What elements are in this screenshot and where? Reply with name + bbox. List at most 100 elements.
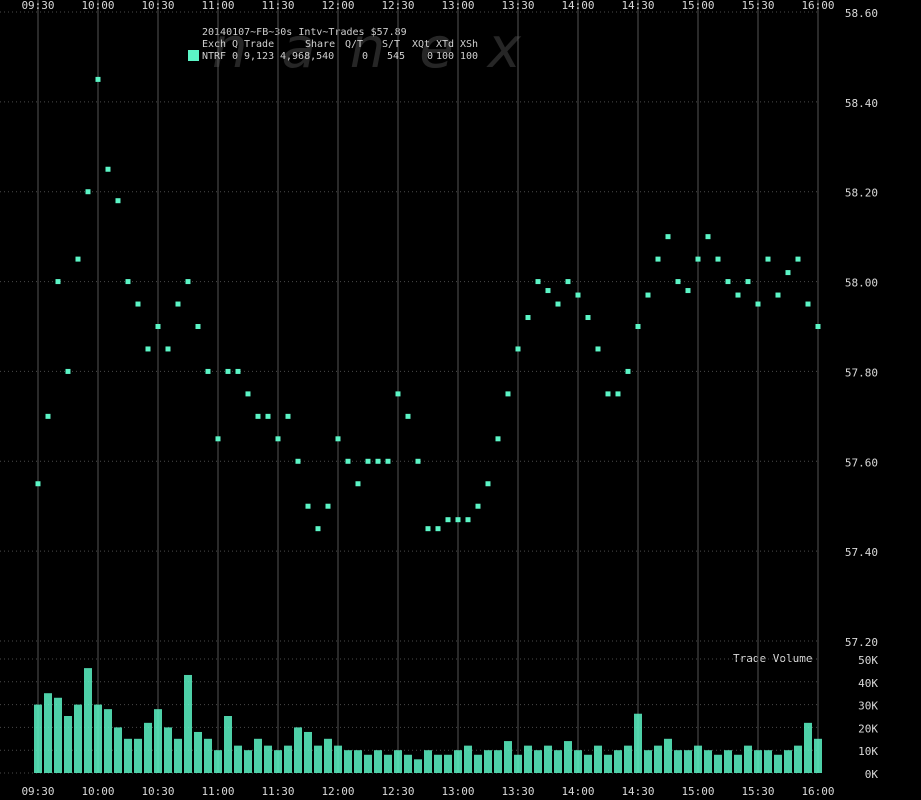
trade-point — [175, 301, 181, 307]
volume-bar — [154, 709, 162, 773]
volume-bar — [464, 745, 472, 773]
x-tick-label: 10:30 — [141, 785, 174, 798]
x-tick-label: 10:00 — [81, 0, 114, 12]
trade-point — [585, 315, 591, 321]
volume-bar — [344, 750, 352, 773]
volume-bar — [504, 741, 512, 773]
legend-column: S/T — [382, 39, 400, 50]
volume-bar — [814, 738, 822, 773]
x-tick-label: 09:30 — [21, 0, 54, 12]
trade-point — [105, 166, 111, 172]
trade-point — [145, 346, 151, 352]
trade-point — [405, 413, 411, 419]
trade-point — [335, 436, 341, 442]
trade-point — [295, 458, 301, 464]
legend-column: Q — [232, 39, 238, 50]
volume-bar — [744, 745, 752, 773]
trade-point — [255, 413, 261, 419]
trade-point — [345, 458, 351, 464]
volume-bar — [614, 750, 622, 773]
trade-point — [245, 391, 251, 397]
y-tick-label: 58.00 — [845, 277, 878, 290]
x-tick-label: 13:00 — [441, 785, 474, 798]
legend-value: 100 — [460, 51, 478, 62]
volume-bar — [684, 750, 692, 773]
legend-column: Trade — [244, 39, 274, 50]
volume-bar — [424, 750, 432, 773]
volume-bar — [714, 754, 722, 773]
trade-point — [435, 526, 441, 532]
volume-bar — [94, 704, 102, 773]
trade-point — [115, 198, 121, 204]
trade-point — [715, 256, 721, 262]
trade-point — [235, 368, 241, 374]
volume-bar — [214, 750, 222, 773]
trade-point — [665, 234, 671, 240]
trade-point — [615, 391, 621, 397]
volume-bar — [354, 750, 362, 773]
chart-title: 20140107~FB~30s Intv~Trades $57.89 — [202, 27, 407, 38]
volume-bar — [114, 727, 122, 773]
volume-bar — [294, 727, 302, 773]
x-tick-label: 16:00 — [801, 785, 834, 798]
volume-bar — [264, 745, 272, 773]
volume-bar — [704, 750, 712, 773]
volume-bar — [304, 731, 312, 773]
trade-point — [495, 436, 501, 442]
watermark: nanex — [212, 16, 555, 81]
trade-point — [795, 256, 801, 262]
y-tick-label: 58.40 — [845, 97, 878, 110]
y-tick-label: 57.20 — [845, 636, 878, 649]
volume-bar — [244, 750, 252, 773]
x-tick-label: 13:00 — [441, 0, 474, 12]
volume-bar — [534, 750, 542, 773]
trade-point — [205, 368, 211, 374]
trade-point — [305, 503, 311, 509]
x-tick-label: 12:00 — [321, 0, 354, 12]
volume-bar — [374, 750, 382, 773]
legend-value: 545 — [387, 51, 405, 62]
y-tick-label: 57.80 — [845, 366, 878, 379]
volume-bar — [174, 738, 182, 773]
volume-bar — [104, 709, 112, 773]
legend-swatch — [188, 50, 199, 61]
trade-point — [725, 279, 731, 285]
y-tick-label: 57.60 — [845, 456, 878, 469]
trade-point — [635, 324, 641, 329]
trade-point — [775, 292, 781, 298]
trade-point — [655, 256, 661, 262]
volume-bar — [604, 754, 612, 773]
volume-bar — [734, 754, 742, 773]
volume-bar — [594, 745, 602, 773]
trade-point — [415, 458, 421, 464]
trade-point — [265, 413, 271, 419]
x-tick-label: 13:30 — [501, 0, 534, 12]
trade-point — [395, 391, 401, 397]
trade-point — [45, 413, 51, 419]
legend-column: XTd — [436, 39, 454, 50]
volume-bar — [144, 722, 152, 773]
volume-bar — [514, 754, 522, 773]
volume-bar — [184, 674, 192, 773]
legend-value: 0 — [427, 51, 433, 62]
x-tick-label: 15:30 — [741, 785, 774, 798]
trade-point — [385, 458, 391, 464]
trade-point — [545, 288, 551, 294]
volume-bar — [74, 704, 82, 773]
trade-point — [85, 189, 91, 195]
x-tick-label: 11:30 — [261, 0, 294, 12]
legend-column: Exch — [202, 39, 226, 50]
legend-value: 0 — [232, 51, 238, 62]
x-tick-label: 11:30 — [261, 785, 294, 798]
trade-point — [625, 368, 631, 374]
x-tick-label: 14:00 — [561, 0, 594, 12]
trade-point — [375, 458, 381, 464]
volume-bar — [434, 754, 442, 773]
x-tick-label: 15:00 — [681, 785, 714, 798]
legend-column: XQt — [412, 39, 430, 50]
trade-point — [525, 315, 531, 321]
trade-point — [315, 526, 321, 532]
trade-point — [475, 503, 481, 509]
x-tick-label: 12:30 — [381, 785, 414, 798]
